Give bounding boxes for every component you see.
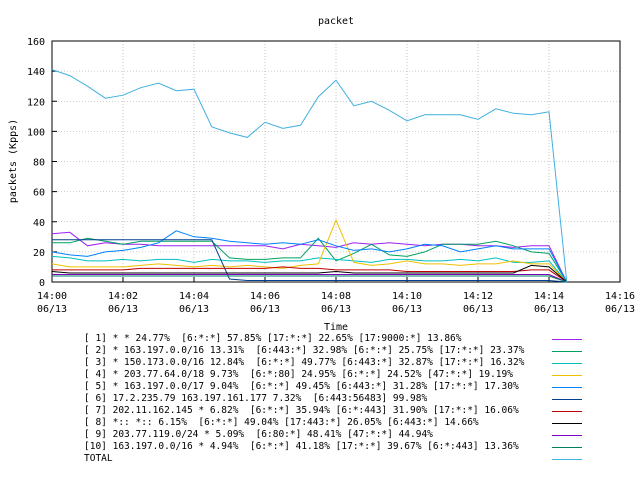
y-tick-label: 60 [33,188,45,199]
chart-title: packet [318,16,354,27]
x-tick-label-time: 14:06 [250,291,280,302]
legend-label: [ 3] * 150.173.0.0/16 12.84% [6:*:*] 49.… [84,357,525,368]
legend-swatch [552,411,582,412]
x-tick-label-time: 14:02 [108,291,138,302]
legend-swatch [552,447,582,448]
legend-label: [ 8] *:: *:: 6.15% [6:*:*] 49.04% [17:44… [84,417,479,428]
series-line-1 [51,231,568,283]
legend-swatch [552,351,582,352]
legend-swatch [552,435,582,436]
x-tick-label-time: 14:08 [321,291,351,302]
series-line-11 [51,69,568,283]
legend-swatch [552,339,582,340]
legend-swatch [552,399,582,400]
series-line-9 [52,274,567,283]
y-axis-label: packets (Kpps) [8,119,19,203]
x-tick-label-time: 14:04 [179,291,209,302]
axes: 0 20 40 60 80 100 120 140 160 14:00 06/13 14:02 06/1… [27,37,635,315]
series-lines [51,69,568,283]
legend-entry: TOTAL [84,453,604,465]
y-tick-label: 160 [27,37,45,48]
legend-label: [ 7] 202.11.162.145 * 6.82% [6:*:*] 35.9… [84,405,519,416]
series-line-6 [52,239,567,283]
y-tick-label: 100 [27,127,45,138]
legend-entry: [ 9] 203.77.119.0/24 * 5.09% [6:80:*] 48… [84,429,604,441]
legend-swatch [552,459,582,460]
y-tick-label: 20 [33,248,45,259]
x-tick-label-time: 14:10 [392,291,422,302]
series-line-4 [51,218,568,283]
x-tick-label-time: 14:12 [463,291,493,302]
legend-swatch [552,363,582,364]
legend-label: [ 4] * 203.77.64.0/18 9.73% [6:*:80] 24.… [84,369,513,380]
x-tick-label-date: 06/13 [250,304,280,315]
legend-entry: [ 5] * 163.197.0.0/17 9.04% [6:*:*] 49.4… [84,381,604,393]
legend-label: [ 1] * * 24.77% [6:*:*] 57.85% [17:*:*] … [84,333,462,344]
x-tick-label-date: 06/13 [37,304,67,315]
series-line-5 [51,230,568,283]
y-tick-label: 140 [27,67,45,78]
legend-entry: [ 7] 202.11.162.145 * 6.82% [6:*:*] 35.9… [84,405,604,417]
x-tick-label-date: 06/13 [605,304,635,315]
legend-swatch [552,375,582,376]
x-tick-label-date: 06/13 [463,304,493,315]
x-tick-label-date: 06/13 [392,304,422,315]
legend-swatch [552,387,582,388]
x-tick-label-date: 06/13 [108,304,138,315]
x-tick-label-time: 14:16 [605,291,635,302]
y-tick-label: 80 [33,158,45,169]
legend-entry: [ 6] 17.2.235.79 163.197.161.177 7.32% [… [84,393,604,405]
legend-label: [ 2] * 163.197.0.0/16 13.31% [6:443:*] 3… [84,345,525,356]
series-line-3 [51,255,568,283]
series-line-8 [51,264,568,283]
y-tick-label: 40 [33,218,45,229]
x-tick-label-date: 06/13 [534,304,564,315]
legend-label: [ 6] 17.2.235.79 163.197.161.177 7.32% [… [84,393,428,404]
y-tick-label: 120 [27,97,45,108]
legend-entry: [ 8] *:: *:: 6.15% [6:*:*] 49.04% [17:44… [84,417,604,429]
y-tick-label: 0 [39,278,45,289]
legend-entry: [ 4] * 203.77.64.0/18 9.73% [6:*:80] 24.… [84,369,604,381]
legend-label: [10] 163.197.0.0/16 * 4.94% [6:*:*] 41.1… [84,441,519,452]
legend: [ 1] * * 24.77% [6:*:*] 57.85% [17:*:*] … [84,333,604,465]
legend-entry: [ 3] * 150.173.0.0/16 12.84% [6:*:*] 49.… [84,357,604,369]
legend-label: [ 5] * 163.197.0.0/17 9.04% [6:*:*] 49.4… [84,381,519,392]
legend-entry: [10] 163.197.0.0/16 * 4.94% [6:*:*] 41.1… [84,441,604,453]
x-tick-label-time: 14:00 [37,291,67,302]
x-tick-label-date: 06/13 [179,304,209,315]
legend-swatch [552,423,582,424]
legend-label: [ 9] 203.77.119.0/24 * 5.09% [6:80:*] 48… [84,429,433,440]
legend-entry: [ 1] * * 24.77% [6:*:*] 57.85% [17:*:*] … [84,333,604,345]
series-line-10 [52,275,567,283]
x-tick-label-date: 06/13 [321,304,351,315]
x-tick-label-time: 14:14 [534,291,564,302]
series-line-2 [52,237,568,283]
x-axis-label: Time [324,322,348,333]
legend-label: TOTAL [84,453,113,464]
series-line-7 [52,266,568,283]
legend-entry: [ 2] * 163.197.0.0/16 13.31% [6:443:*] 3… [84,345,604,357]
grid [52,41,620,282]
